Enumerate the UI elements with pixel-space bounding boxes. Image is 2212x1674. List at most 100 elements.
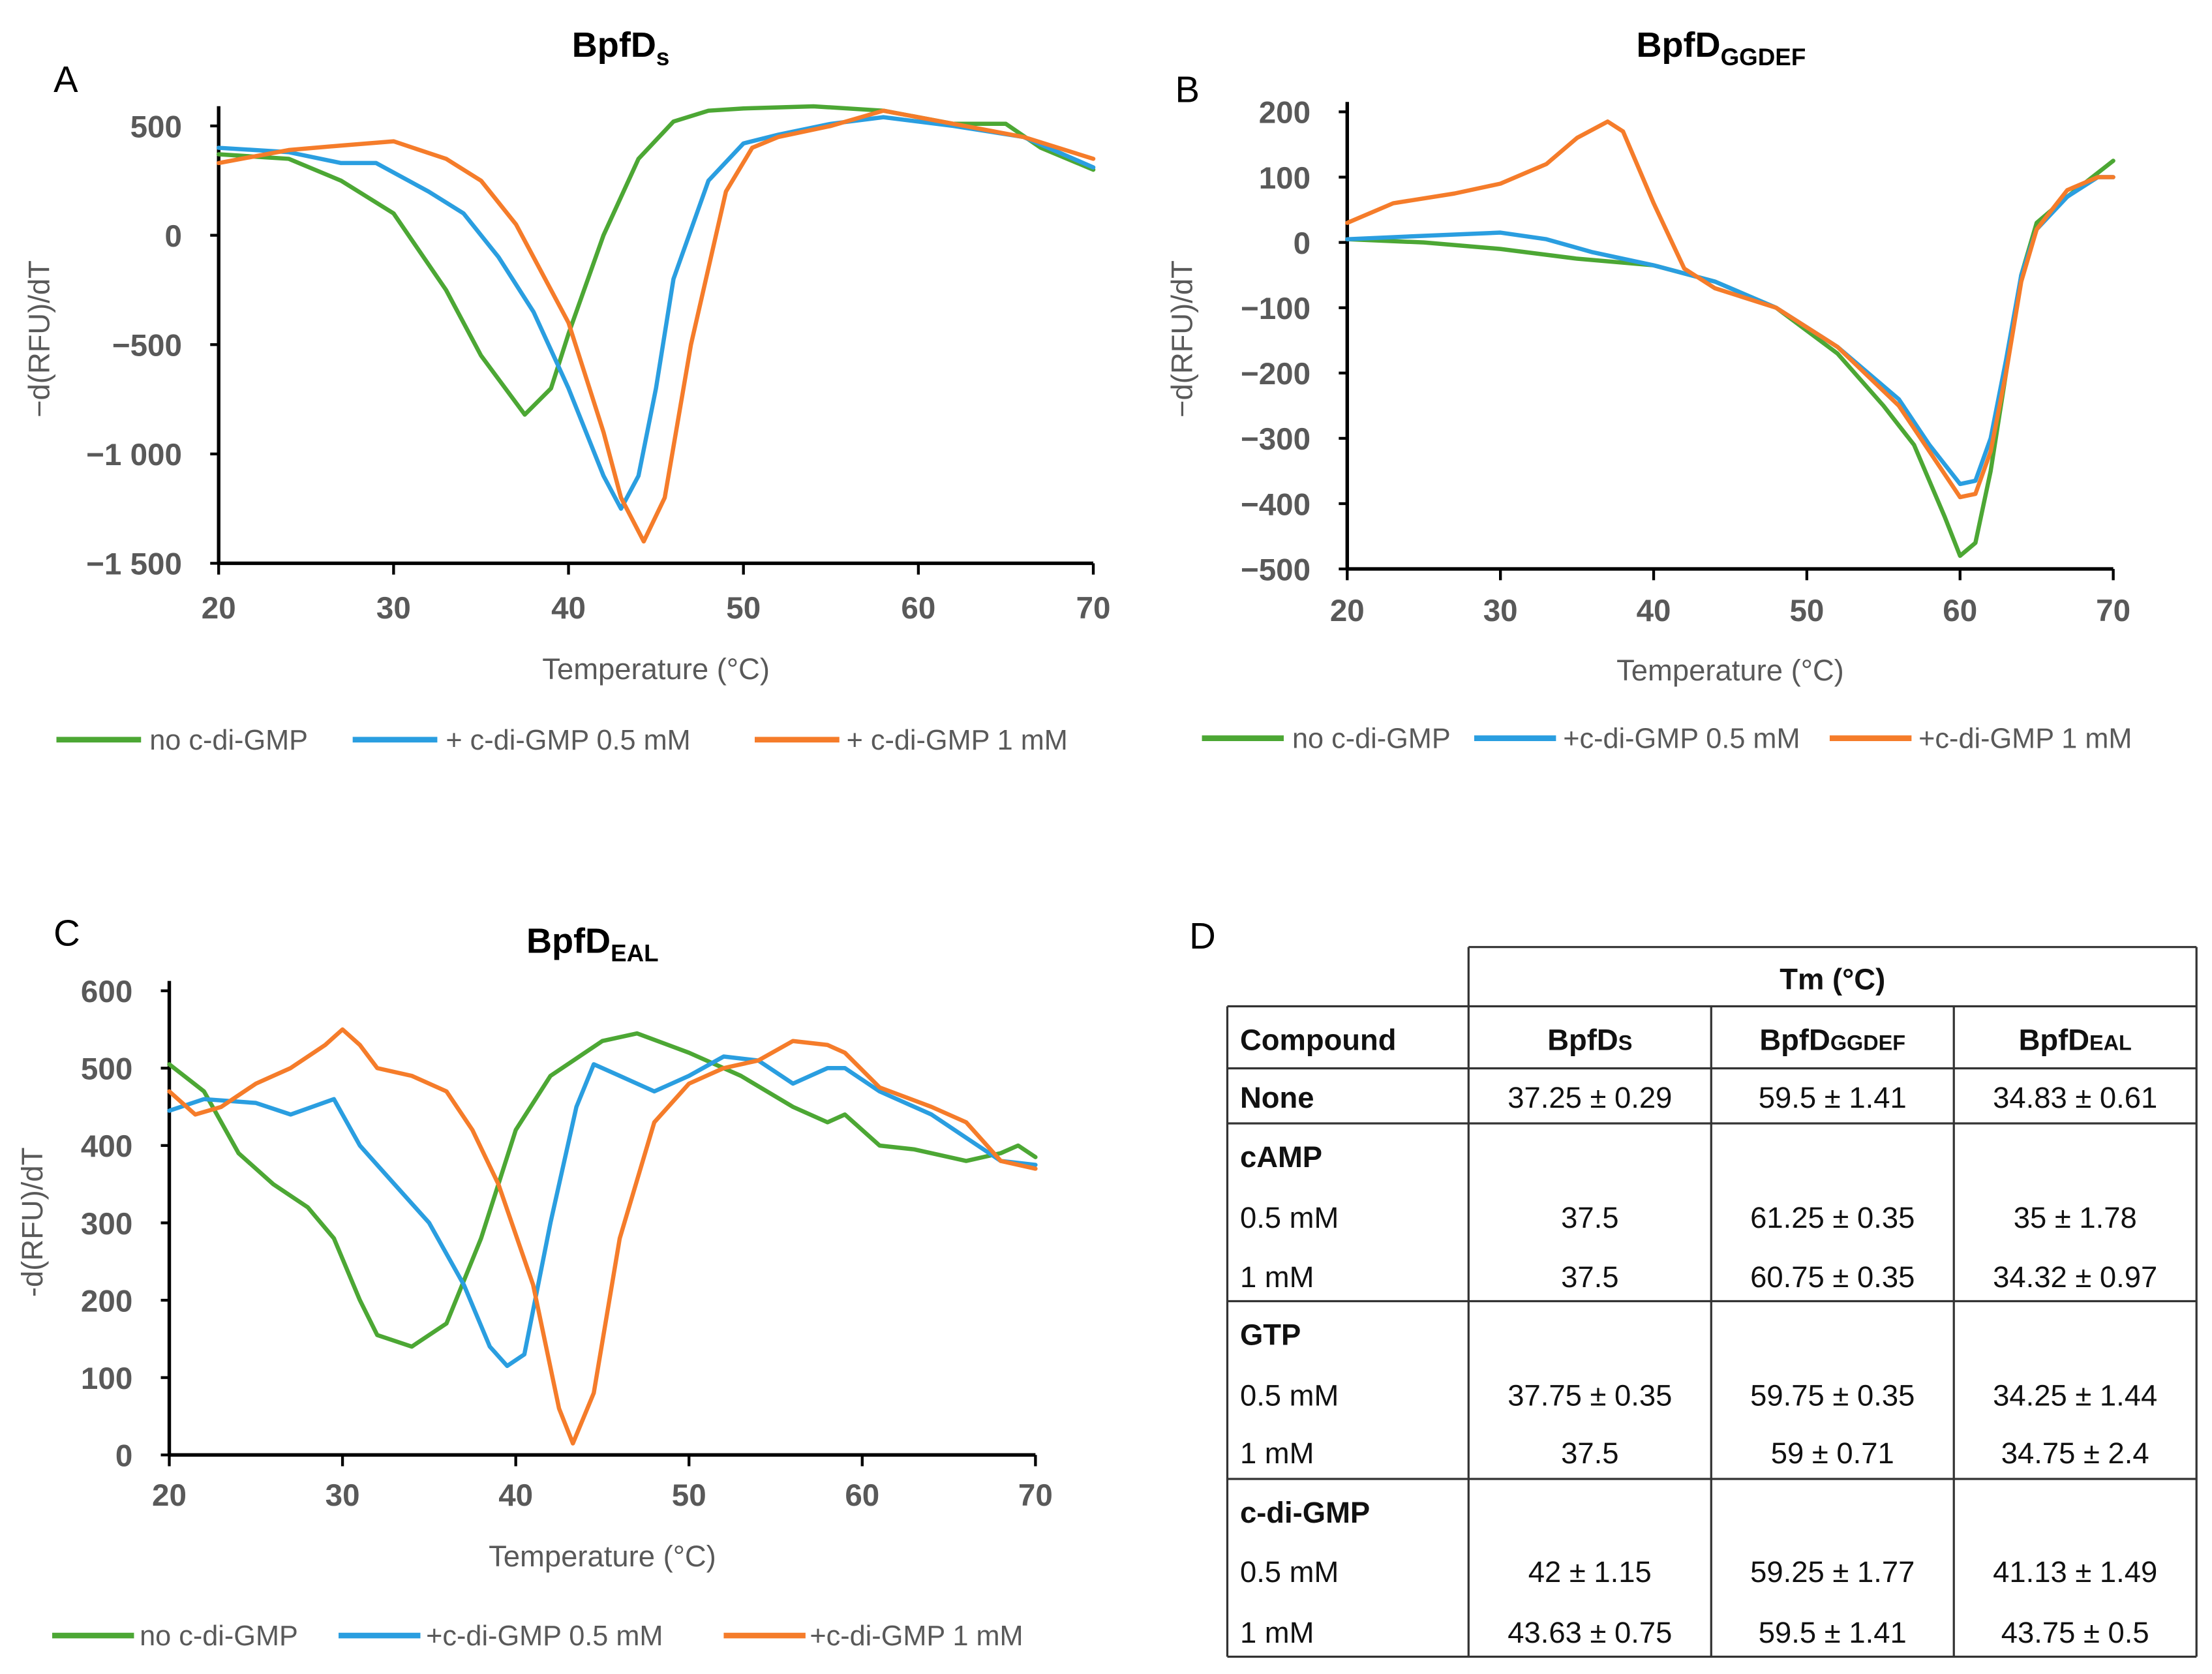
table-cell: 37.5 [1561, 1260, 1618, 1294]
y-tick-label: −400 [1241, 487, 1311, 522]
y-tick-label: −500 [112, 329, 182, 363]
table-row-label: 0.5 mM [1240, 1201, 1339, 1234]
table-cell: 41.13 ± 1.49 [1993, 1555, 2157, 1589]
table-column-header: BpfDS [1547, 1024, 1632, 1057]
table-cell: 59.5 ± 1.41 [1759, 1081, 1907, 1114]
table-row-label: cAMP [1240, 1140, 1322, 1174]
column-header-main: BpfD [2019, 1024, 2089, 1057]
table-cell: 43.75 ± 0.5 [2001, 1616, 2149, 1649]
series-line-3 [167, 1027, 1038, 1446]
series-line-3 [1345, 119, 2115, 500]
chart-title: BpfDs [572, 25, 670, 70]
table-cell: 34.83 ± 0.61 [1993, 1081, 2157, 1114]
y-axis-title: -d(RFU)/dT [16, 1148, 49, 1298]
column-header-subscript: S [1618, 1031, 1633, 1055]
panel-label-b: B [1175, 68, 1200, 110]
table-row-label: GTP [1240, 1318, 1301, 1352]
series-line-2 [216, 115, 1096, 511]
legend-label: no c-di-GMP [140, 1621, 298, 1652]
y-tick-label: 500 [81, 1052, 132, 1087]
table-cell: 34.75 ± 2.4 [2001, 1437, 2149, 1470]
legend-label: + c-di-GMP 0.5 mM [446, 725, 690, 756]
table-cell: 37.5 [1561, 1437, 1618, 1470]
table-header-compound: Compound [1240, 1024, 1397, 1057]
table-super-header: Tm (°C) [1780, 963, 1885, 996]
x-tick-label: 40 [1637, 594, 1671, 628]
table-cell: 61.25 ± 0.35 [1750, 1201, 1915, 1234]
table-cell: 35 ± 1.78 [2014, 1201, 2137, 1234]
table-cell: 37.25 ± 0.29 [1507, 1081, 1672, 1114]
y-tick-label: 0 [1294, 226, 1311, 261]
y-tick-label: −500 [1241, 553, 1311, 587]
table-row-label: 0.5 mM [1240, 1379, 1339, 1412]
table-cell: 59.75 ± 0.35 [1750, 1379, 1915, 1412]
series-line-1 [1345, 159, 2115, 558]
legend-label: + c-di-GMP 1 mM [847, 725, 1068, 756]
table-column-header: BpfDEAL [2019, 1024, 2132, 1057]
table-row-label: c-di-GMP [1240, 1496, 1370, 1529]
x-tick-label: 70 [1018, 1478, 1053, 1513]
title-main: BpfD [526, 921, 611, 960]
column-header-main: BpfD [1547, 1024, 1618, 1057]
x-tick-label: 60 [1943, 594, 1977, 628]
x-tick-label: 70 [2096, 594, 2130, 628]
table-column-header: BpfDGGDEF [1759, 1024, 1905, 1057]
table-cell: 42 ± 1.15 [1528, 1555, 1652, 1589]
column-header-subscript: EAL [2089, 1031, 2132, 1055]
column-header-subscript: GGDEF [1830, 1031, 1905, 1055]
x-tick-label: 20 [1330, 594, 1365, 628]
x-axis-title: Temperature (°C) [1616, 654, 1844, 687]
column-header-main: BpfD [1759, 1024, 1830, 1057]
x-tick-label: 40 [551, 591, 586, 626]
y-tick-label: −300 [1241, 422, 1311, 457]
legend-label: no c-di-GMP [149, 725, 308, 756]
tm-table: Tm (°C)Compound BpfDS BpfDGGDEF BpfDEALNone… [1226, 946, 2198, 1658]
table-cell: 37.5 [1561, 1201, 1618, 1234]
table-row-label: 1 mM [1240, 1260, 1314, 1294]
y-tick-label: 300 [81, 1207, 132, 1241]
x-tick-label: 30 [1483, 594, 1518, 628]
panel-label-a: A [53, 59, 78, 100]
y-tick-label: 200 [81, 1284, 132, 1318]
y-tick-label: 200 [1259, 96, 1311, 130]
x-tick-label: 50 [672, 1478, 706, 1513]
legend-label: +c-di-GMP 1 mM [810, 1621, 1023, 1652]
y-tick-label: −100 [1241, 292, 1311, 326]
table-row-label: 1 mM [1240, 1616, 1314, 1649]
table-cell: 43.63 ± 0.75 [1507, 1616, 1672, 1649]
chart-title: BpfDGGDEF [1637, 25, 1806, 70]
table-cell: 37.75 ± 0.35 [1507, 1379, 1672, 1412]
y-tick-label: 0 [165, 219, 182, 254]
y-tick-label: 400 [81, 1129, 132, 1164]
series-line-2 [167, 1054, 1038, 1369]
table-cell: 34.32 ± 0.97 [1993, 1260, 2157, 1294]
chart-b-bpfd-ggdef: BpfDGGDEF 200 100 0 −100 −200 −300 −400 −500 20 30… [1165, 25, 2132, 755]
y-tick-label: 100 [81, 1362, 132, 1396]
table-cell: 59 ± 0.71 [1771, 1437, 1894, 1470]
panel-label-c: C [53, 913, 80, 954]
x-axis-title: Temperature (°C) [542, 652, 770, 686]
x-tick-label: 30 [326, 1478, 360, 1513]
x-tick-label: 20 [202, 591, 236, 626]
table-cell: 59.5 ± 1.41 [1759, 1616, 1907, 1649]
series-line-1 [167, 1031, 1038, 1349]
x-tick-label: 30 [376, 591, 411, 626]
series-line-3 [216, 108, 1096, 544]
chart-c-bpfd-eal: BpfDEAL 600 500 400 300 200 100 0 20 30 40 50 60 70 Te… [16, 921, 1053, 1652]
y-tick-label: −1 000 [86, 438, 182, 472]
table-cell: 60.75 ± 0.35 [1750, 1260, 1915, 1294]
y-tick-label: 600 [81, 975, 132, 1009]
x-tick-label: 70 [1076, 591, 1111, 626]
y-tick-label: 0 [115, 1439, 132, 1474]
y-axis-title: −d(RFU)/dT [23, 260, 56, 418]
title-subscript: s [656, 44, 669, 70]
x-axis-title: Temperature (°C) [489, 1540, 716, 1573]
table-row-label: None [1240, 1081, 1314, 1114]
title-main: BpfD [572, 25, 656, 65]
y-tick-label: −1 500 [86, 547, 182, 582]
y-axis-title: −d(RFU)/dT [1165, 260, 1198, 418]
x-tick-label: 60 [845, 1478, 879, 1513]
chart-a-bpfds: BpfDs 500 0 −500 −1 000 −1 500 20 30 40 50 60 70 Tem… [23, 25, 1111, 756]
panel-label-d: D [1189, 915, 1216, 956]
